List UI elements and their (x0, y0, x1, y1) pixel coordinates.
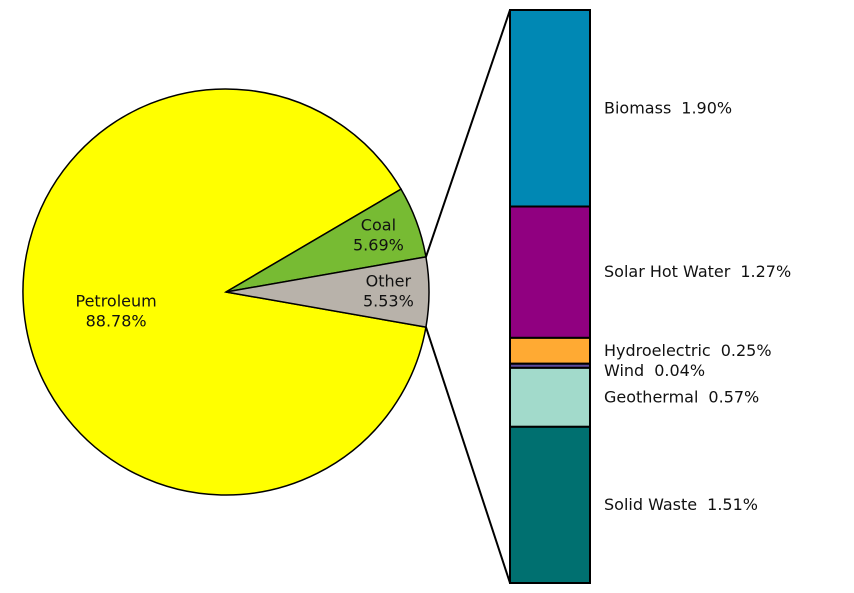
segment-name: Biomass (604, 98, 671, 117)
connector (424, 326, 511, 584)
segment-value: 0.04% (654, 360, 705, 379)
segment-name: Solid Waste (604, 494, 697, 513)
pie-slice (225, 256, 430, 328)
bar-segment (509, 336, 591, 365)
segment-label: Wind 0.04% (604, 360, 705, 379)
segment-value: 1.51% (707, 494, 758, 513)
bar-segment (509, 9, 591, 208)
bar-segment (509, 366, 591, 428)
segment-name: Geothermal (604, 387, 698, 406)
bar-segment (509, 425, 591, 584)
connector (424, 9, 511, 258)
segment-name: Solar Hot Water (604, 262, 731, 281)
slice-label: Other (366, 272, 412, 291)
segment-label: Solar Hot Water 1.27% (604, 262, 791, 281)
bar-segment (509, 205, 591, 339)
segment-value: 0.25% (721, 340, 772, 359)
slice-label: Petroleum (76, 291, 157, 310)
slice-label: Coal (361, 215, 396, 234)
slice-value: 5.69% (353, 235, 404, 254)
segment-name: Hydroelectric (604, 340, 711, 359)
slice-value: 88.78% (86, 311, 147, 330)
segment-label: Hydroelectric 0.25% (604, 340, 772, 359)
slice-value: 5.53% (363, 292, 414, 311)
segment-value: 1.90% (681, 98, 732, 117)
segment-value: 0.57% (708, 387, 759, 406)
segment-label: Geothermal 0.57% (604, 387, 759, 406)
segment-value: 1.27% (740, 262, 791, 281)
segment-label: Solid Waste 1.51% (604, 494, 758, 513)
segment-label: Biomass 1.90% (604, 98, 732, 117)
segment-name: Wind (604, 360, 644, 379)
pie-slice (22, 88, 427, 496)
